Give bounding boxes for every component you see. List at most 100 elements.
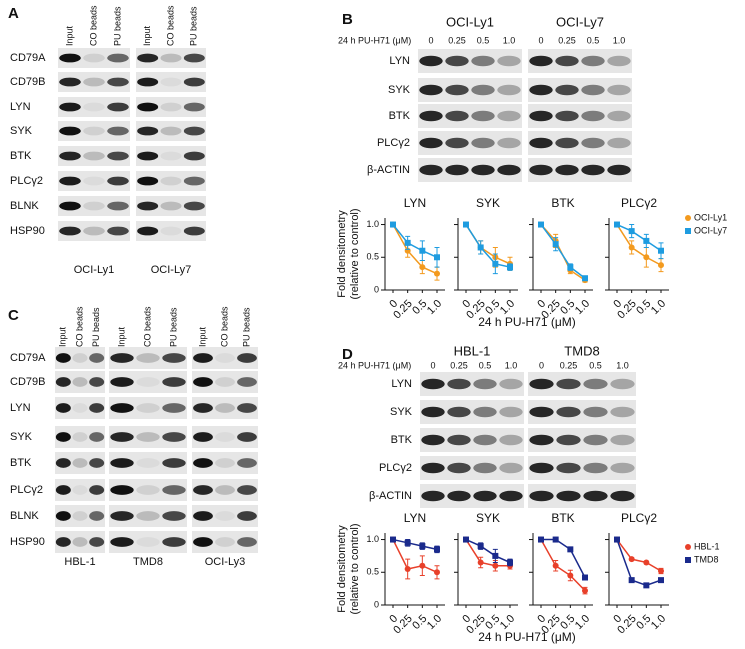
blot-band	[237, 377, 257, 387]
data-point	[434, 254, 440, 261]
data-point	[390, 536, 396, 543]
blot-band	[471, 55, 495, 67]
data-point	[538, 536, 544, 543]
row-label: HSP90	[10, 225, 45, 237]
blot-band	[107, 77, 129, 87]
blot-band	[193, 403, 213, 413]
column-label: PU beads	[91, 307, 101, 347]
blot-band	[419, 110, 443, 122]
x-tick-label: 1.0	[573, 613, 592, 632]
y-tick-label: 1.0	[366, 219, 379, 229]
blot-band	[445, 137, 469, 149]
blot-strip	[109, 531, 187, 553]
blot-band	[421, 462, 445, 474]
data-point	[492, 562, 499, 569]
blot-band	[89, 432, 105, 442]
blot-band	[59, 53, 81, 63]
cell-line-label: OCI-Ly3	[205, 556, 246, 568]
blot-band	[529, 110, 553, 122]
data-point	[628, 556, 635, 563]
series-line	[465, 224, 511, 265]
dose-value: 1.0	[616, 360, 629, 370]
blot-band	[497, 110, 521, 122]
blot-band	[419, 137, 443, 149]
column-label: CO beads	[165, 5, 175, 46]
blot-strip	[192, 347, 258, 369]
blot-band	[215, 511, 235, 521]
blot-band	[583, 406, 608, 418]
blot-band	[215, 537, 235, 547]
dose-value: 0	[539, 360, 544, 370]
blot-band	[447, 462, 471, 474]
cell-line-label: OCI-Ly1	[446, 14, 494, 29]
column-label: Input	[64, 25, 74, 46]
blot-strip	[109, 479, 187, 501]
blot-band	[193, 432, 213, 442]
blot-strip	[55, 426, 105, 448]
blot-band	[160, 176, 182, 186]
blot-band	[83, 77, 105, 87]
blot-strip	[136, 97, 206, 117]
blot-band	[160, 102, 182, 112]
row-label: BTK	[391, 434, 413, 446]
row-label: SYK	[10, 431, 33, 443]
blot-band	[160, 126, 182, 136]
chart-title: PLCγ2	[621, 196, 657, 210]
blot-band	[89, 377, 105, 387]
dose-value: 1.0	[613, 35, 626, 45]
data-point	[434, 546, 440, 553]
blot-band	[473, 406, 497, 418]
blot-strip	[58, 48, 130, 68]
blot-band	[610, 490, 635, 502]
blot-band	[193, 511, 213, 521]
blot-band	[110, 353, 134, 363]
column-label: Input	[58, 326, 68, 347]
column-label: Input	[142, 25, 152, 46]
blot-strip	[192, 426, 258, 448]
blot-band	[610, 406, 635, 418]
data-point	[628, 577, 635, 584]
series-line	[616, 224, 662, 266]
blot-band	[529, 137, 553, 149]
blot-band	[55, 458, 71, 468]
series-line	[465, 224, 511, 268]
blot-band	[107, 53, 129, 63]
column-label: CO beads	[74, 306, 84, 347]
dose-label: 24 h PU-H71 (μM)	[338, 35, 411, 45]
x-tick-label: 1.0	[425, 298, 444, 317]
y-axis-label: Fold densitometry	[336, 525, 348, 613]
x-tick-label: 1.0	[649, 613, 668, 632]
column-label: PU beads	[189, 6, 199, 46]
blot-strip	[55, 531, 105, 553]
blot-band	[137, 77, 159, 87]
blot-band	[581, 84, 605, 96]
blot-band	[183, 77, 205, 87]
blot-band	[162, 511, 186, 521]
row-label: LYN	[391, 378, 412, 390]
blot-band	[107, 176, 129, 186]
blot-band	[473, 434, 497, 446]
blot-band	[471, 84, 495, 96]
blot-band	[583, 462, 608, 474]
legend-label: HBL-1	[694, 541, 720, 551]
blot-band	[555, 55, 579, 67]
chart-title: LYN	[404, 511, 426, 525]
blot-band	[72, 377, 88, 387]
chart-title: LYN	[404, 196, 426, 210]
blot-strip	[136, 146, 206, 166]
blot-band	[162, 537, 186, 547]
dose-value: 0.25	[560, 360, 578, 370]
data-point	[614, 221, 620, 228]
blot-band	[193, 485, 213, 495]
row-label: CD79B	[10, 76, 45, 88]
blot-band	[107, 226, 129, 236]
series-line	[540, 224, 586, 279]
blot-band	[473, 490, 497, 502]
row-label: β-ACTIN	[367, 164, 410, 176]
blot-band	[471, 164, 495, 176]
blot-band	[110, 377, 134, 387]
y-tick-label: 1.0	[366, 534, 379, 544]
blot-band	[59, 77, 81, 87]
series-line	[465, 539, 510, 567]
blot-band	[556, 462, 581, 474]
